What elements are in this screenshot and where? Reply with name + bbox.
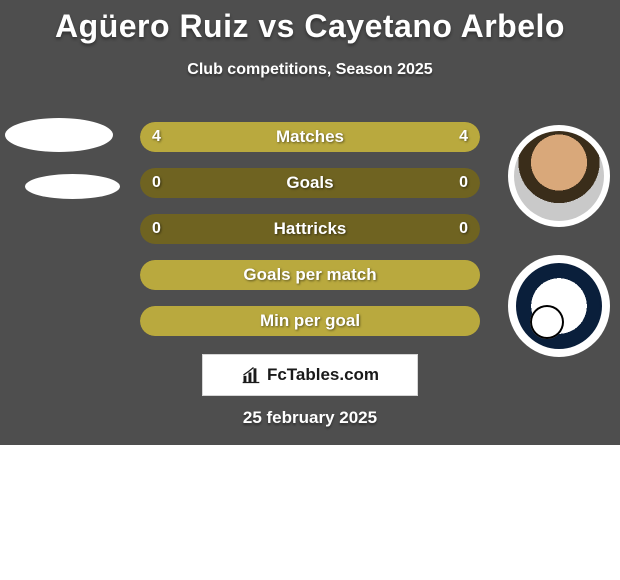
stat-label: Matches [276,127,344,147]
stat-bar-row: Min per goal [140,306,480,336]
left-player-column [5,118,120,199]
brand-text: FcTables.com [267,365,379,385]
subtitle: Club competitions, Season 2025 [0,61,620,79]
right-player-avatar [508,125,610,227]
stat-right-value: 0 [459,174,468,192]
stat-label: Min per goal [260,311,360,331]
stat-bar-row: 0 0 Goals [140,168,480,198]
brand-box[interactable]: FcTables.com [202,354,418,396]
stat-bar-row: 0 0 Hattricks [140,214,480,244]
stat-label: Goals per match [243,265,376,285]
left-player-avatar-placeholder [5,118,113,152]
stat-bars: 4 4 Matches 0 0 Goals 0 0 Hattricks Goals per mat… [140,122,480,352]
stat-bar-row: 4 4 Matches [140,122,480,152]
stat-left-value: 0 [152,220,161,238]
date-text: 25 february 2025 [0,408,620,428]
stat-right-value: 4 [459,128,468,146]
right-player-column [508,125,610,385]
stat-label: Goals [286,173,333,193]
stat-right-value: 0 [459,220,468,238]
stat-bar-row: Goals per match [140,260,480,290]
comparison-card: Agüero Ruiz vs Cayetano Arbelo Club comp… [0,0,620,445]
page-title: Agüero Ruiz vs Cayetano Arbelo [0,0,620,45]
stat-left-value: 4 [152,128,161,146]
stat-left-value: 0 [152,174,161,192]
club-badge-icon [516,263,602,349]
right-club-badge [508,255,610,357]
left-club-badge-placeholder [25,174,120,199]
bar-chart-icon [241,365,261,385]
stat-label: Hattricks [274,219,347,239]
face-icon [514,131,604,221]
